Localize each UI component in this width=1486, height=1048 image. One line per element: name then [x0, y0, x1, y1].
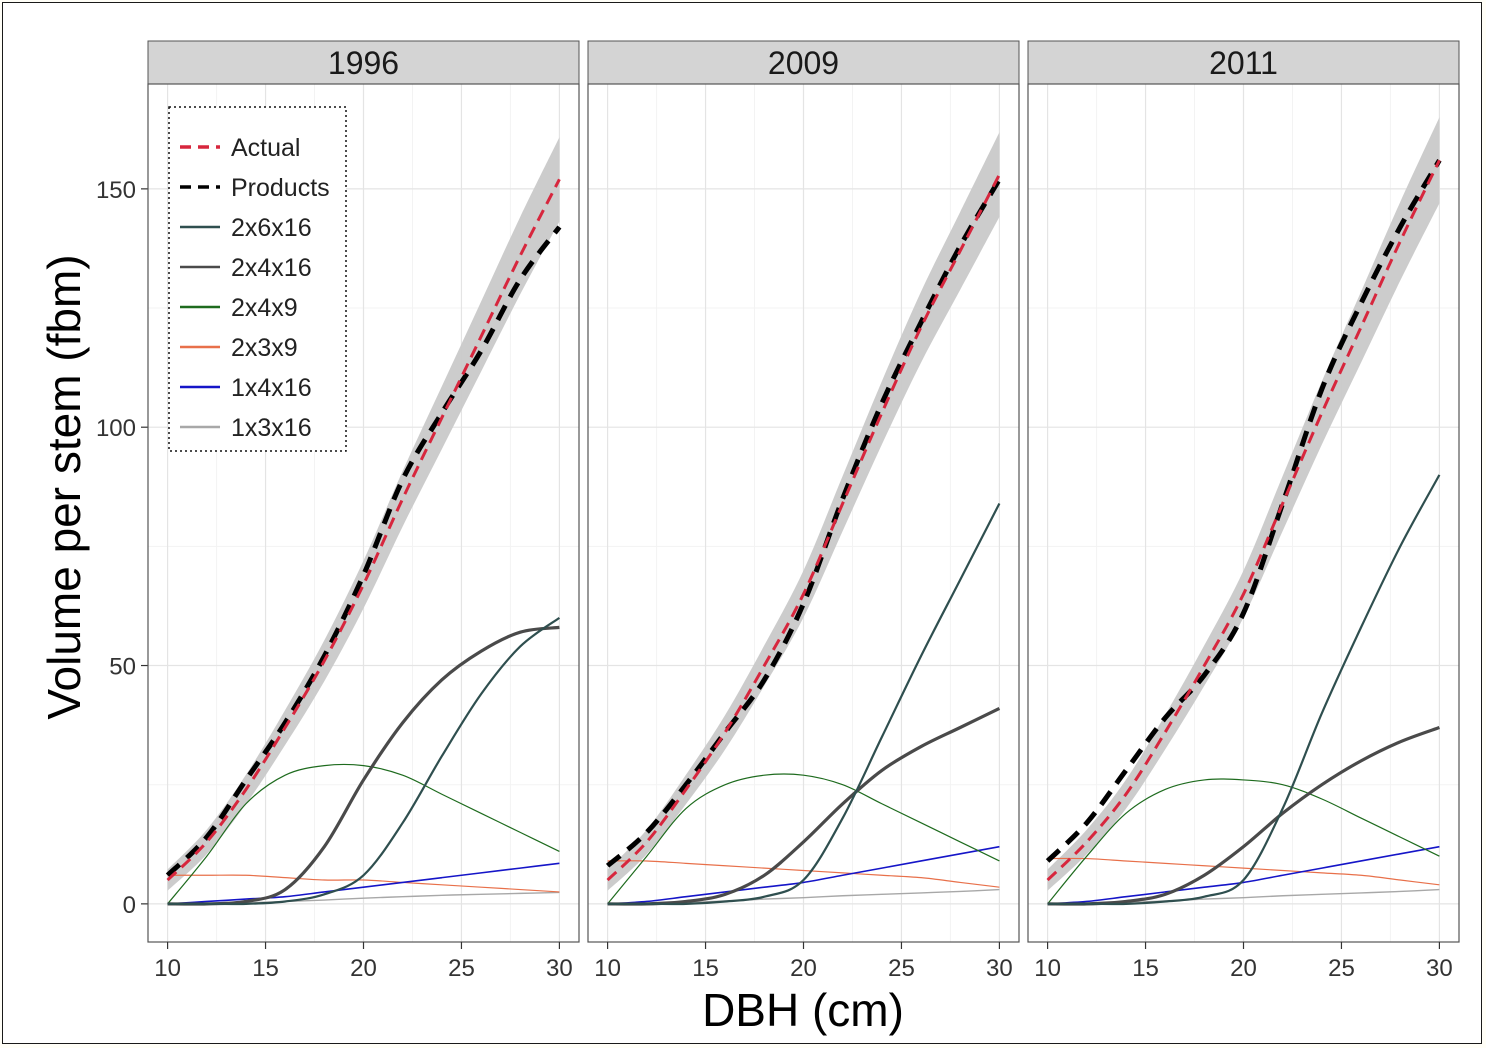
legend-label: 2x3x9 — [231, 334, 298, 362]
legend-label: 1x4x16 — [231, 374, 312, 402]
x-tick-label: 15 — [692, 955, 719, 982]
series-line-actual — [606, 173, 1001, 882]
panel-strip — [587, 40, 1020, 85]
y-axis-title: Volume per stem (fbm) — [38, 254, 90, 719]
x-tick-label: 20 — [790, 955, 817, 982]
x-tick-label: 25 — [448, 955, 475, 982]
legend-label: 2x4x9 — [231, 294, 298, 322]
legend-label: 2x6x16 — [231, 214, 312, 242]
series-line-2x4x16 — [1047, 725, 1440, 906]
series-line-2x6x16 — [607, 502, 1001, 906]
panel-strip-label: 1996 — [328, 45, 399, 81]
series-line-2x4x16 — [607, 706, 1001, 906]
series-line-2x4x16 — [167, 625, 560, 906]
series-line-products — [165, 225, 562, 878]
panel-strip-label: 2011 — [1209, 45, 1278, 81]
series-line-1x4x16 — [1047, 845, 1440, 905]
x-axis-title: DBH (cm) — [702, 984, 904, 1036]
legend-label: Actual — [231, 134, 300, 162]
y-tick-label: 100 — [96, 415, 136, 442]
x-tick-label: 30 — [546, 955, 573, 982]
y-tick-label: 0 — [123, 892, 136, 919]
series-line-2x4x9 — [1047, 778, 1440, 905]
x-tick-label: 10 — [594, 955, 621, 982]
x-tick-label: 30 — [986, 955, 1013, 982]
x-tick-label: 15 — [1132, 955, 1159, 982]
y-tick-label: 50 — [109, 654, 136, 681]
series-line-2x6x16 — [1047, 474, 1441, 906]
series-line-2x3x9 — [1047, 857, 1440, 886]
x-tick-label: 20 — [1230, 955, 1257, 982]
series-line-2x4x9 — [167, 763, 560, 905]
x-tick-label: 15 — [252, 955, 279, 982]
x-tick-label: 10 — [1034, 955, 1061, 982]
y-tick-label: 150 — [96, 177, 136, 204]
series-line-actual — [166, 178, 561, 882]
series-line-2x4x9 — [607, 773, 1000, 905]
x-tick-label: 25 — [888, 955, 915, 982]
x-tick-label: 30 — [1426, 955, 1453, 982]
legend-label: Products — [231, 174, 330, 202]
series-line-2x3x9 — [167, 874, 560, 893]
series-line-products — [605, 178, 1002, 868]
panel-strip-label: 2009 — [768, 45, 839, 81]
panel-strip — [1027, 40, 1460, 85]
x-tick-label: 25 — [1328, 955, 1355, 982]
x-tick-label: 10 — [154, 955, 181, 982]
series-line-actual — [1046, 159, 1441, 882]
x-tick-label: 20 — [350, 955, 377, 982]
series-line-2x3x9 — [607, 860, 1000, 888]
series-line-products — [1045, 159, 1442, 863]
series-line-1x4x16 — [607, 845, 1000, 905]
series-line-1x4x16 — [167, 862, 560, 905]
legend-box — [168, 106, 347, 452]
legend-label: 2x4x16 — [231, 254, 312, 282]
legend-label: 1x3x16 — [231, 414, 312, 442]
series-line-2x6x16 — [167, 616, 561, 906]
